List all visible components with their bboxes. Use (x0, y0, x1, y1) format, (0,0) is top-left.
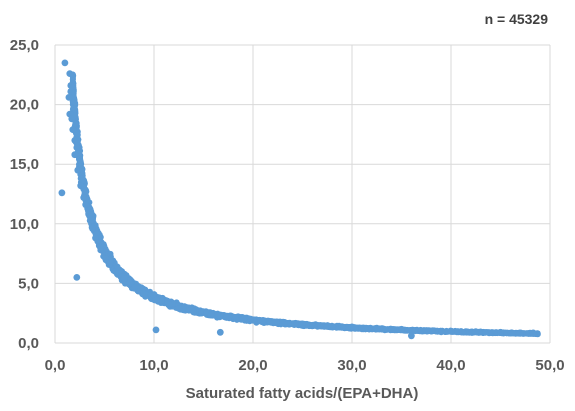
data-point (299, 320, 306, 328)
data-point (74, 131, 81, 138)
y-tick-label: 5,0 (18, 275, 39, 292)
data-point (80, 177, 87, 184)
data-point (398, 325, 405, 333)
data-point (273, 318, 280, 325)
data-point (65, 94, 73, 101)
data-point (482, 329, 489, 336)
data-point (418, 327, 425, 334)
data-point (472, 328, 480, 336)
data-point (89, 225, 96, 233)
data-point (158, 297, 165, 304)
data-point (67, 82, 75, 89)
data-point (82, 201, 90, 209)
data-point (85, 210, 93, 218)
data-point (525, 330, 532, 337)
data-point (73, 144, 81, 151)
data-point (71, 151, 79, 159)
data-point (92, 234, 99, 242)
data-point (152, 296, 160, 304)
data-point (102, 255, 109, 262)
data-point (405, 327, 412, 334)
data-point (81, 188, 88, 195)
y-tick-label: 25,0 (10, 37, 39, 54)
data-point (68, 115, 76, 123)
data-point (502, 329, 509, 336)
data-point (259, 317, 267, 324)
data-point (232, 314, 239, 320)
data-point (279, 319, 287, 327)
data-point (165, 301, 173, 309)
data-point (509, 330, 516, 337)
y-tick-label: 10,0 (10, 216, 39, 233)
data-point (71, 137, 79, 144)
data-point (224, 313, 232, 321)
data-point (77, 158, 84, 165)
data-point (239, 315, 247, 323)
data-point (61, 59, 69, 67)
data-point (97, 244, 104, 252)
data-point (106, 260, 113, 268)
y-tick-label: 0,0 (18, 335, 39, 352)
x-tick-label: 30,0 (337, 357, 366, 374)
x-axis-label: Saturated fatty acids/(EPA+DHA) (186, 385, 419, 402)
data-point (408, 332, 415, 340)
y-tick-label: 15,0 (10, 156, 39, 173)
x-tick-label: 20,0 (238, 357, 267, 374)
data-point (126, 279, 133, 286)
data-point (317, 322, 324, 329)
data-point (422, 327, 430, 334)
data-point (74, 166, 82, 174)
data-point (190, 308, 198, 316)
data-point (69, 126, 77, 133)
data-point (130, 284, 138, 292)
x-tick-label: 50,0 (535, 357, 564, 374)
y-tick-label: 20,0 (10, 97, 39, 114)
data-point (214, 312, 221, 318)
data-point (373, 324, 381, 332)
data-point (329, 323, 336, 330)
data-point (216, 328, 224, 336)
data-point (429, 327, 436, 334)
data-point (72, 120, 79, 127)
data-point (208, 311, 215, 318)
data-point (516, 329, 524, 337)
data-point (140, 290, 148, 298)
data-points (58, 59, 541, 340)
data-point (309, 322, 316, 329)
data-point (67, 88, 75, 95)
data-point (358, 325, 365, 332)
data-point (175, 305, 183, 312)
data-point (459, 329, 466, 336)
data-point (529, 329, 537, 337)
x-tick-label: 40,0 (436, 357, 465, 374)
data-point (112, 268, 119, 275)
data-point (323, 322, 331, 330)
data-point (120, 275, 128, 282)
data-point (87, 206, 94, 213)
x-tick-label: 0,0 (45, 357, 66, 374)
data-point (77, 182, 85, 190)
data-point (72, 106, 79, 113)
x-tick-labels: 0,0 10,0 20,0 30,0 40,0 50,0 (45, 357, 565, 374)
data-point (152, 326, 160, 334)
x-tick-label: 10,0 (139, 357, 168, 374)
data-point (497, 328, 504, 336)
data-point (114, 263, 121, 270)
data-point (348, 323, 356, 331)
gridlines (54, 44, 551, 344)
data-point (388, 325, 395, 332)
data-point (72, 100, 79, 107)
data-point (340, 324, 347, 331)
data-point (447, 327, 455, 335)
data-point (58, 189, 66, 197)
y-tick-labels: 0,0 5,0 10,0 15,0 20,0 25,0 (10, 37, 39, 352)
data-point (150, 292, 157, 299)
sample-size-annotation: n = 45329 (485, 11, 549, 27)
data-point (265, 317, 272, 324)
data-point (66, 70, 74, 77)
data-point (73, 274, 81, 281)
data-point (80, 194, 88, 202)
